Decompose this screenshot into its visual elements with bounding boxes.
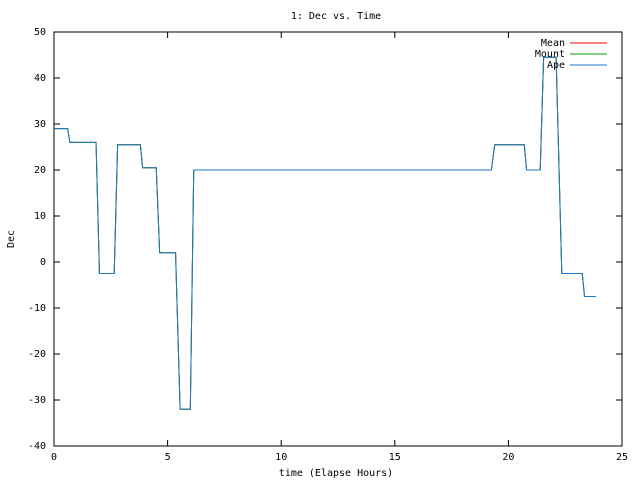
y-tick-label: -20 <box>28 349 46 360</box>
legend-label: Mean <box>541 38 565 49</box>
legend-label: Ape <box>547 60 565 71</box>
data-line <box>54 56 596 410</box>
y-tick-label: 30 <box>34 119 46 130</box>
x-tick-label: 5 <box>165 452 171 463</box>
plot-frame <box>53 31 623 447</box>
y-tick-label: -30 <box>28 395 46 406</box>
x-tick-label: 20 <box>502 452 514 463</box>
x-tick-label: 15 <box>389 452 401 463</box>
y-tick-label: 0 <box>40 257 46 268</box>
x-axis-label: time (Elapse Hours) <box>279 468 393 479</box>
y-tick-label: 50 <box>34 27 46 38</box>
data-line <box>54 56 596 410</box>
y-tick-label: 20 <box>34 165 46 176</box>
y-tick-label: -40 <box>28 441 46 452</box>
y-axis-label: Dec <box>6 230 17 248</box>
y-tick-label: 10 <box>34 211 46 222</box>
y-tick-label: 40 <box>34 73 46 84</box>
x-tick-label: 10 <box>275 452 287 463</box>
chart-title: 1: Dec vs. Time <box>291 11 381 22</box>
legend-label: Mount <box>535 49 565 60</box>
data-line <box>54 56 596 410</box>
y-tick-label: -10 <box>28 303 46 314</box>
x-tick-label: 25 <box>616 452 628 463</box>
x-tick-label: 0 <box>51 452 57 463</box>
